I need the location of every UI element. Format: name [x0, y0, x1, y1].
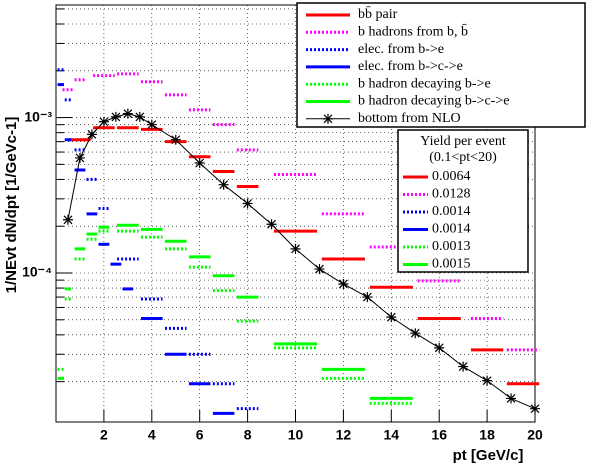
nlo-marker	[314, 264, 325, 275]
nlo-marker	[62, 214, 73, 225]
plot-frame	[55, 4, 536, 423]
yield-value: 0.0128	[432, 187, 471, 202]
legend-label: bb̄ pair	[358, 6, 398, 22]
nlo-marker	[98, 116, 109, 127]
x-tick-label: 12	[336, 427, 352, 443]
nlo-marker	[242, 198, 253, 209]
nlo-marker	[482, 375, 493, 386]
nlo-marker	[458, 361, 469, 372]
nlo-marker	[506, 393, 517, 404]
x-tick-label: 20	[527, 427, 543, 443]
nlo-marker	[194, 158, 205, 169]
y-tick-label: 10⁻⁴	[22, 264, 52, 280]
legend-label: elec. from b->c->e	[358, 59, 463, 74]
legend-label: bottom from NLO	[358, 111, 461, 126]
yield-value: 0.0014	[432, 222, 471, 237]
nlo-marker	[134, 111, 145, 122]
yield-value: 0.0013	[432, 239, 471, 254]
nlo-line	[67, 113, 536, 410]
nlo-marker	[146, 119, 157, 130]
nlo-marker	[530, 403, 540, 414]
yield-subtitle: (0.1<pt<20)	[429, 150, 497, 165]
nlo-marker	[362, 292, 373, 303]
yield-value: 0.0015	[432, 257, 471, 272]
nlo-marker	[86, 129, 97, 140]
y-axis-label: 1/NEvt dN/dpt [1/GeVc-1]	[3, 117, 20, 294]
nlo-marker	[122, 108, 133, 119]
legend-label: elec. from b->e	[358, 42, 444, 57]
y-tick-label: 10⁻³	[24, 108, 52, 124]
x-tick-label: 8	[244, 427, 252, 443]
nlo-marker	[170, 134, 181, 145]
legend-marker	[323, 113, 333, 124]
nlo-marker	[434, 342, 445, 353]
yield-title: Yield per event	[420, 134, 506, 149]
legend-label: b hadrons from b, b̄	[358, 23, 468, 39]
x-tick-label: 4	[148, 427, 156, 443]
yield-value: 0.0064	[432, 169, 471, 184]
nlo-marker	[266, 219, 277, 230]
x-tick-label: 10	[288, 427, 304, 443]
nlo-marker	[218, 179, 229, 190]
x-axis-label: pt [GeV/c]	[453, 447, 524, 464]
nlo-marker	[110, 111, 121, 122]
nlo-marker	[338, 278, 349, 289]
x-tick-label: 14	[384, 427, 400, 443]
yield-value: 0.0014	[432, 204, 471, 219]
nlo-marker	[74, 152, 85, 163]
nlo-marker	[386, 312, 397, 323]
nlo-marker	[290, 243, 301, 254]
x-tick-label: 16	[431, 427, 447, 443]
x-tick-label: 2	[100, 427, 108, 443]
x-tick-label: 6	[196, 427, 204, 443]
legend-box	[296, 2, 586, 128]
legend-label: b hadron decaying b->e	[358, 76, 491, 91]
x-tick-label: 18	[479, 427, 495, 443]
nlo-marker	[410, 328, 421, 339]
legend-label: b hadron decaying b->c->e	[358, 94, 509, 109]
